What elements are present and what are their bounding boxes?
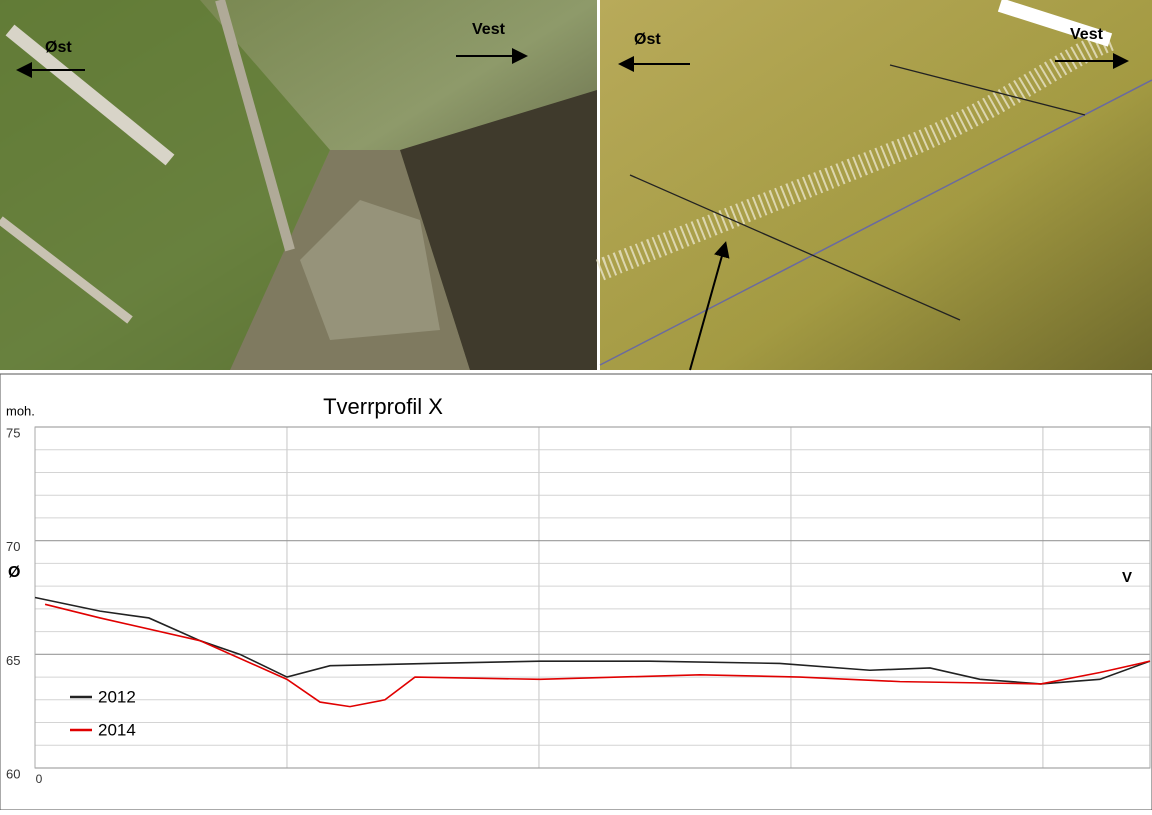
terrain-label: Vest	[1070, 26, 1104, 43]
legend-label: 2012	[98, 687, 136, 706]
x-tick-label: 0	[36, 772, 43, 786]
terrain-label: Øst	[634, 31, 661, 48]
y-tick-label: 75	[6, 425, 20, 440]
y-tick-label: 60	[6, 766, 20, 781]
y-tick-label: 65	[6, 653, 20, 668]
terrain-render: Øst Vest	[600, 0, 1152, 370]
legend-label: 2014	[98, 720, 136, 739]
annotation: Ø	[8, 564, 20, 581]
figure: Øst Vest Øst Vest Tverrprofil X moh. Ø V…	[0, 0, 1152, 810]
chart-panel	[0, 374, 1152, 810]
y-axis-label: moh.	[6, 403, 35, 418]
annotation: V	[1122, 569, 1132, 586]
photo-label: Vest	[472, 21, 506, 38]
y-tick-label: 70	[6, 539, 20, 554]
chart-title: Tverrprofil X	[323, 394, 443, 419]
photo: Øst Vest	[0, 0, 597, 370]
photo-label: Øst	[45, 39, 72, 56]
